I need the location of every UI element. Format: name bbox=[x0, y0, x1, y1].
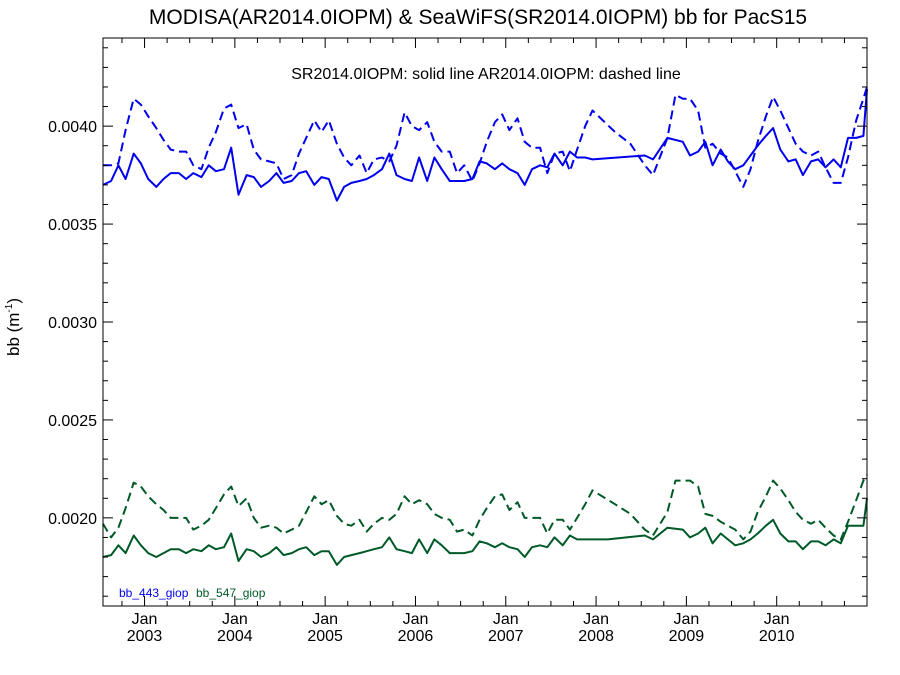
x-tick-label-month: Jan bbox=[764, 611, 790, 628]
y-axis-label-main: bb (m bbox=[4, 313, 23, 356]
x-tick-label-month: Jan bbox=[222, 611, 248, 628]
legend-item-bb_547_giop: bb_547_giop bbox=[196, 586, 266, 600]
x-tick-label-year: 2005 bbox=[307, 628, 343, 645]
chart-title: MODISA(AR2014.0IOPM) & SeaWiFS(SR2014.0I… bbox=[149, 6, 807, 29]
x-tick-label-month: Jan bbox=[673, 611, 699, 628]
y-axis-label-sup: -1 bbox=[4, 303, 15, 312]
x-tick-label-year: 2004 bbox=[217, 628, 253, 645]
legend: bb_443_giop bb_547_giop bbox=[119, 586, 266, 600]
series-line-bb_547_giop-solid bbox=[102, 498, 868, 566]
x-tick-label-year: 2003 bbox=[127, 628, 163, 645]
x-tick-label-month: Jan bbox=[493, 611, 519, 628]
x-tick-label-year: 2007 bbox=[488, 628, 524, 645]
chart-annotation: SR2014.0IOPM: solid line AR2014.0IOPM: d… bbox=[291, 66, 681, 83]
y-tick-label: 0.0025 bbox=[48, 413, 97, 430]
x-tick-label-month: Jan bbox=[403, 611, 429, 628]
x-tick-label-year: 2010 bbox=[759, 628, 795, 645]
series-line-bb_547_giop-dashed bbox=[102, 474, 868, 541]
x-tick-label-year: 2006 bbox=[398, 628, 434, 645]
plot-frame bbox=[102, 37, 868, 607]
x-tick-label-year: 2009 bbox=[669, 628, 705, 645]
y-tick-label: 0.0040 bbox=[48, 119, 97, 136]
axes: 0.00200.00250.00300.00350.0040Jan2003Jan… bbox=[48, 37, 868, 645]
y-tick-label: 0.0030 bbox=[48, 315, 97, 332]
y-axis-label-close: ) bbox=[4, 298, 23, 304]
series-line-bb_443_giop-solid bbox=[102, 88, 868, 202]
series-lines bbox=[102, 86, 868, 566]
x-tick-label-month: Jan bbox=[132, 611, 158, 628]
x-tick-label-month: Jan bbox=[312, 611, 338, 628]
y-axis-label: bb (m-1) bbox=[4, 298, 23, 356]
y-tick-label: 0.0035 bbox=[48, 217, 97, 234]
y-tick-label: 0.0020 bbox=[48, 511, 97, 528]
legend-item-bb_443_giop: bb_443_giop bbox=[119, 586, 189, 600]
series-line-bb_443_giop-dashed bbox=[103, 86, 868, 188]
x-tick-label-year: 2008 bbox=[578, 628, 614, 645]
x-tick-label-month: Jan bbox=[583, 611, 609, 628]
